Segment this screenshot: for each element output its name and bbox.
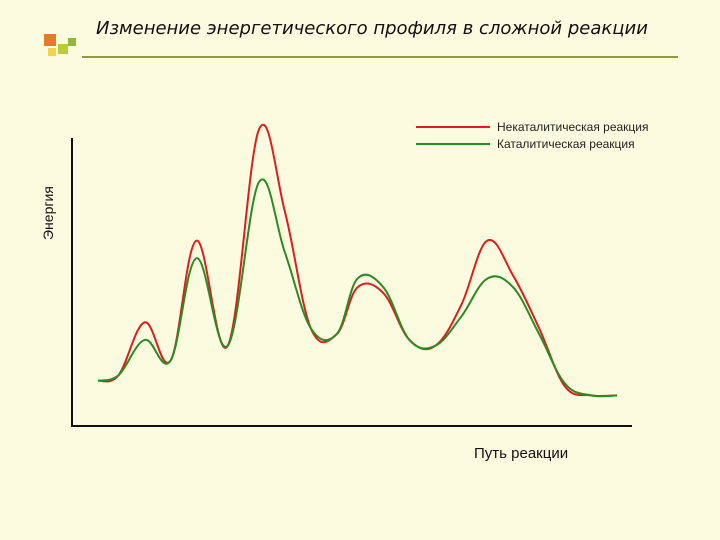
legend: Некаталитическая реакция Каталитическая р… [416, 120, 649, 151]
series-group [98, 125, 617, 397]
y-axis-label: Энергия [40, 186, 56, 240]
legend-label-1: Каталитическая реакция [497, 137, 635, 151]
legend-label-0: Некаталитическая реакция [497, 120, 649, 134]
series-line-0 [98, 125, 617, 396]
x-axis-label: Путь реакции [474, 445, 568, 462]
